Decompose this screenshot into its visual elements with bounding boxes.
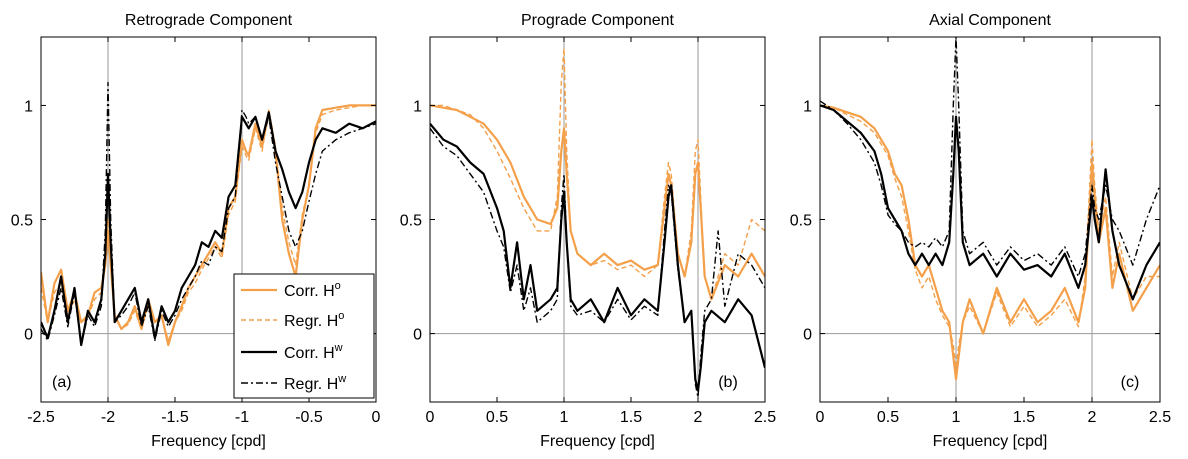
x-tick-label: -1.5: [161, 409, 189, 426]
x-tick-label: -2.5: [27, 409, 55, 426]
x-tick-label: -1: [235, 409, 249, 426]
y-tick-label: 0.5: [400, 213, 422, 230]
legend-label: Corr. Hw: [284, 342, 343, 362]
legend-entry: Corr. Hw: [241, 342, 343, 362]
legend-label: Regr. Hw: [284, 373, 346, 393]
series-line: [430, 127, 765, 399]
panel-tag: (c): [1121, 374, 1140, 391]
x-tick-label: 2.5: [754, 409, 776, 426]
plot-frame: [819, 36, 1161, 403]
y-tick-label: 0: [24, 327, 33, 344]
series-line: [820, 104, 1160, 301]
x-tick-label: 2: [694, 409, 703, 426]
legend-entry: Regr. Ho: [241, 310, 344, 330]
y-tick-label: 0: [413, 327, 422, 344]
series-group: [820, 37, 1160, 381]
y-tick-label: 1: [24, 98, 33, 115]
panel-prograde: 0 0.5 1 1.5 2 2.5 0 0.5 1 Prograde Component Fre…: [400, 12, 776, 450]
series-line: [41, 111, 376, 347]
x-tick-label: 2: [1088, 409, 1097, 426]
panel-title: Axial Component: [929, 12, 1051, 29]
x-tick-label: 1: [952, 409, 961, 426]
x-tick-label: 1.5: [620, 409, 642, 426]
x-axis-title: Frequency [cpd]: [540, 433, 655, 450]
x-tick-label: 0: [816, 409, 825, 426]
panel-retrograde: -2.5 -2 -1.5 -1 -0.5 0 0 0.5 1 Retrograde Compon…: [11, 12, 381, 450]
y-tick-label: 0.5: [790, 213, 812, 230]
x-tick-label: 0: [426, 409, 435, 426]
x-tick-label: 1.5: [1013, 409, 1035, 426]
series-line: [41, 81, 376, 346]
panel-title: Prograde Component: [521, 12, 675, 29]
legend: Corr. Ho Regr. Ho Corr. Hw Regr. Hw: [233, 273, 375, 399]
series-line: [430, 104, 765, 301]
x-tick-label: 0: [372, 409, 381, 426]
panel-axial: 0 0.5 1 1.5 2 2.5 0 0.5 1 Axial Component Freque…: [790, 12, 1171, 450]
series-line: [430, 47, 765, 300]
series-line: [820, 37, 1160, 278]
x-tick-label: 2.5: [1149, 409, 1171, 426]
y-tick-label: 0.5: [11, 213, 33, 230]
series-line: [41, 104, 376, 342]
plot-layer: 0 0.5 1 1.5 2 2.5 0 0.5 1: [790, 36, 1171, 426]
x-tick-label: -0.5: [295, 409, 323, 426]
x-axis-title: Frequency [cpd]: [151, 433, 266, 450]
plot-layer: -2.5 -2 -1.5 -1 -0.5 0 0 0.5 1: [11, 36, 381, 426]
x-tick-label: 1: [560, 409, 569, 426]
plot-frame: [429, 36, 766, 403]
panel-tag: (b): [718, 374, 738, 391]
x-tick-label: 0.5: [877, 409, 899, 426]
series-line: [430, 122, 765, 392]
x-tick-label: -2: [101, 409, 115, 426]
plot-layer: 0 0.5 1 1.5 2 2.5 0 0.5 1: [400, 36, 776, 426]
legend-label: Regr. Ho: [284, 310, 344, 330]
y-tick-label: 1: [413, 98, 422, 115]
series-line: [820, 104, 1160, 369]
y-tick-label: 1: [803, 98, 812, 115]
panel-title: Retrograde Component: [125, 12, 293, 29]
series-group: [41, 81, 376, 347]
y-tick-label: 0: [803, 327, 812, 344]
legend-label: Corr. Ho: [284, 280, 341, 300]
series-group: [430, 47, 765, 399]
panel-tag: (a): [52, 374, 72, 391]
x-axis-title: Frequency [cpd]: [933, 433, 1048, 450]
legend-entry: Corr. Ho: [241, 280, 341, 300]
x-tick-label: 0.5: [486, 409, 508, 426]
legend-box: [233, 273, 375, 399]
legend-entry: Regr. Hw: [241, 373, 346, 393]
